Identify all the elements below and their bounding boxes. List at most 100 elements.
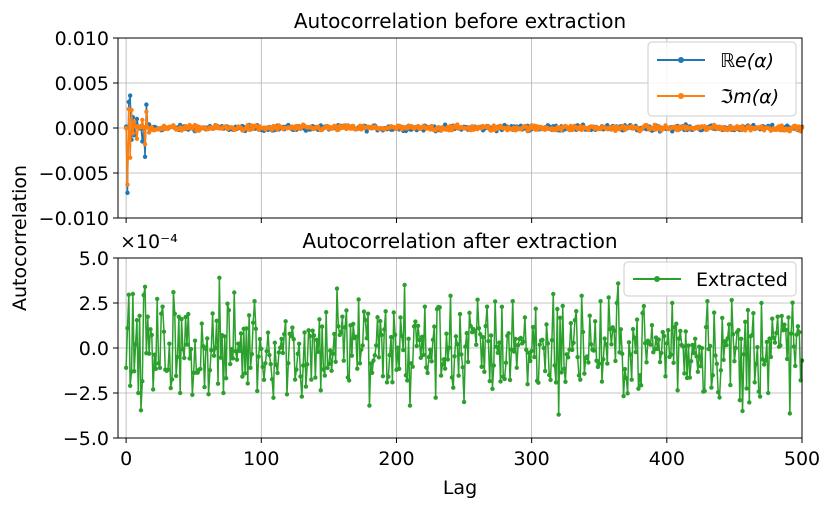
data-point [150,387,156,392]
data-point [282,331,287,337]
data-point [729,297,734,303]
data-point [563,379,568,384]
data-point [156,361,161,366]
data-point [451,385,456,390]
data-point [365,311,371,316]
data-point [136,390,141,396]
data-point [383,309,388,314]
data-point [296,341,302,347]
data-point [248,365,253,371]
data-point [357,361,363,366]
data-point [790,300,795,305]
data-point [542,368,548,374]
data-point [533,306,538,311]
data-point [657,359,663,365]
data-point [793,363,798,369]
legend-box-bottom [623,261,797,297]
data-point [149,332,154,338]
data-point [302,330,307,335]
data-point [210,311,215,316]
data-point [464,330,469,336]
ticks-bottom: 0 100 200 300 400 500 −5.0 −2.5 0.0 2.5 5.0 [63,248,820,470]
data-point [486,123,491,129]
data-point [768,354,774,360]
data-point [126,99,132,105]
data-point [678,328,683,334]
data-point [478,332,483,337]
data-point [401,347,406,353]
data-point [465,359,471,365]
data-point [698,364,703,369]
data-point [578,377,583,382]
data-point [714,361,720,366]
data-point [502,376,507,382]
data-point [659,350,664,356]
data-point [599,379,605,384]
data-point [182,355,187,361]
data-point [530,324,536,330]
data-point [396,366,402,372]
data-point [238,331,244,336]
data-point [249,351,255,357]
data-point [291,337,296,342]
data-point [463,344,468,349]
data-point [730,331,736,337]
data-point [680,344,686,349]
data-point [545,341,551,346]
data-point [683,329,688,334]
data-point [133,342,138,347]
axes-bottom: 0 100 200 300 400 500 −5.0 −2.5 0.0 2.5 5.0 Autoco… [63,229,820,470]
data-point [591,348,597,353]
data-point [609,342,614,347]
data-point [738,336,744,341]
x-tick-label: 500 [784,448,820,470]
data-point [214,318,219,324]
data-point [524,347,529,353]
data-point [419,334,425,339]
data-point [622,366,628,372]
data-point [402,282,407,288]
data-point [321,367,326,372]
data-point [356,297,361,302]
data-point [183,314,188,320]
ticks-top: −0.010 −0.005 0.000 0.005 0.010 [39,28,803,230]
data-point [333,124,338,129]
data-point [407,403,413,408]
data-point [260,364,265,370]
data-point [177,390,183,396]
data-point [702,124,707,129]
data-point [446,345,452,350]
data-point [369,370,375,376]
data-point [267,352,272,358]
data-point [480,334,486,340]
scale-label-bottom: ×10⁻⁴ [120,231,178,253]
data-point [763,358,768,363]
y-tick-label: 0.000 [55,118,109,140]
data-point [367,403,372,408]
data-point [373,343,379,348]
data-point [744,386,749,391]
data-point [772,340,778,345]
data-point [665,328,671,333]
data-point [515,342,521,348]
data-point [364,336,369,341]
data-point [442,366,448,371]
data-point [160,304,165,309]
data-point [668,352,674,357]
data-point [602,336,607,341]
data-point [483,323,488,329]
data-point [226,307,232,313]
data-point [499,304,505,310]
data-point [142,142,148,147]
data-point [318,388,323,393]
data-point [144,102,149,107]
data-point [325,365,330,371]
data-point [528,358,533,364]
data-point [552,363,557,368]
data-point [232,290,237,295]
data-point [756,389,761,394]
data-point [203,346,209,352]
data-point [215,381,221,386]
data-point [788,331,794,336]
data-point [310,328,315,333]
